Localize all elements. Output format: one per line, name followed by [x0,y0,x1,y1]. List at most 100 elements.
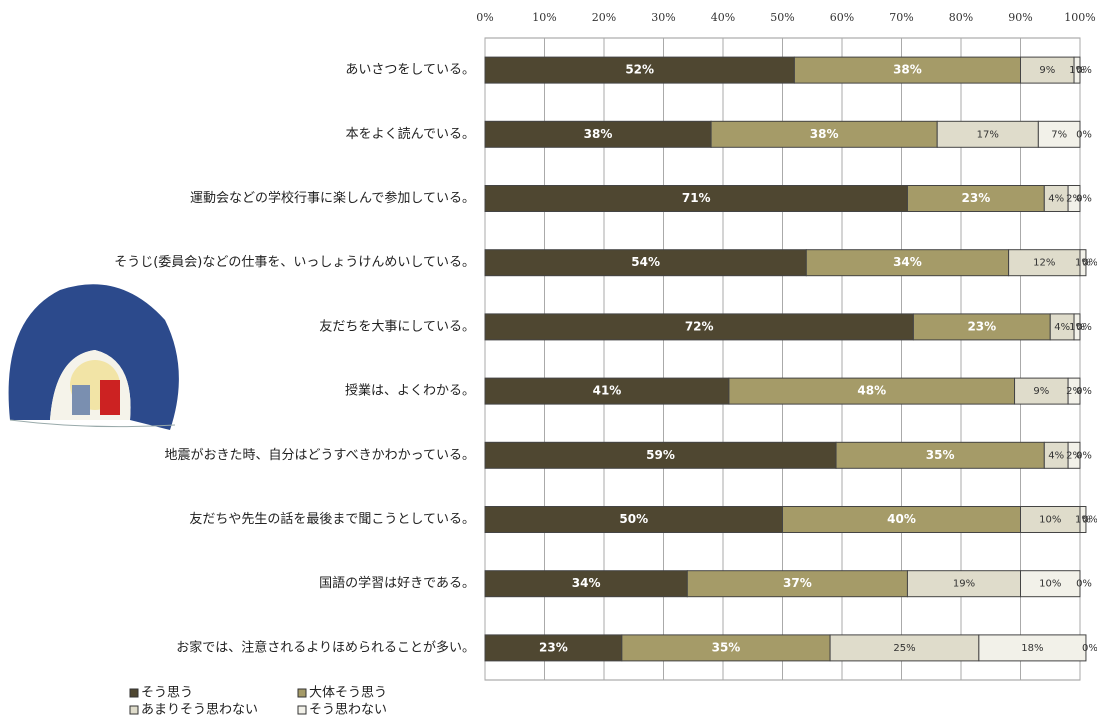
x-tick-label: 0% [476,11,493,24]
y-tick-label: 本をよく読んでいる。 [346,126,475,142]
x-tick-label: 30% [651,11,675,24]
legend-swatch [297,705,307,715]
y-tick-label: あいさつをしている。 [345,63,475,78]
data-label: 34% [893,255,922,269]
data-label: 40% [887,512,916,526]
x-tick-label: 90% [1008,11,1032,24]
data-label: 7% [1051,129,1067,140]
legend-label: そう思う [141,686,193,701]
data-label: 4% [1054,322,1070,333]
data-label: 12% [1033,258,1055,269]
data-label: 9% [1033,386,1049,397]
x-tick-label: 80% [949,11,973,24]
bar-segment [1008,249,1081,277]
data-label: 59% [646,448,675,462]
y-tick-label: 地震がおきた時、自分はどうすべきかわかっている。 [165,448,475,463]
x-tick-label: 50% [770,11,794,24]
illustration [8,284,179,430]
data-label: 38% [584,127,613,141]
bar-segment [1079,249,1087,277]
data-label: 0% [1076,194,1092,205]
data-label: 0% [1076,579,1092,590]
data-label: 1% [1069,65,1085,76]
data-label: 38% [893,63,922,77]
bar-segment [1073,313,1081,341]
data-label: 71% [682,191,711,205]
data-label: 10% [1039,515,1061,526]
x-tick-label: 10% [532,11,556,24]
data-label: 52% [625,63,654,77]
bar-segment [1020,570,1081,598]
bar-segment [484,185,908,212]
bar-segment [829,634,980,662]
legend-swatch [297,688,307,698]
data-label: 4% [1048,194,1064,205]
bar-segment [793,56,1022,84]
bar-segment [805,249,1010,277]
legend-label: そう思わない [309,703,387,718]
data-label: 0% [1082,258,1097,269]
bar-segment [1014,377,1069,405]
bar-segment [686,570,908,598]
bar-segment [912,313,1051,341]
data-label: 9% [1039,65,1055,76]
data-label: 18% [1021,643,1043,654]
x-tick-label: 70% [889,11,913,24]
y-tick-label: 友だちを大事にしている。 [319,318,475,334]
data-label: 38% [810,127,839,141]
data-label: 17% [977,129,999,140]
bar-segment [1073,56,1081,84]
data-label: 1% [1075,515,1091,526]
bar-segment [484,634,623,662]
bar-segment [1067,185,1081,212]
legend-label: 大体そう思う [309,686,387,701]
legend-label: あまりそう思わない [141,703,258,718]
y-tick-label: 友だちや先生の話を最後まで聞こうとしている。 [189,511,475,527]
data-label: 0% [1076,65,1092,76]
x-tick-label: 100% [1064,11,1095,24]
data-label: 0% [1076,129,1092,140]
data-label: 23% [962,191,991,205]
data-label: 0% [1082,515,1097,526]
ground [9,419,176,428]
data-label: 2% [1066,450,1082,461]
data-label: 35% [926,448,955,462]
data-label: 2% [1066,194,1082,205]
data-label: 19% [953,579,975,590]
bar-segment [484,313,914,341]
data-label: 48% [857,384,886,398]
data-label: 23% [539,640,568,654]
figure [100,380,120,415]
data-label: 10% [1039,579,1061,590]
bar-segment [484,249,807,277]
x-tick-label: 40% [711,11,735,24]
bar-segment [1067,377,1081,405]
bar-segment [978,634,1087,662]
data-label: 0% [1076,322,1092,333]
tunnel [8,284,179,430]
figure [72,385,90,415]
bar-segment [484,506,783,533]
data-label: 4% [1048,450,1064,461]
data-label: 35% [712,640,741,654]
x-tick-label: 60% [830,11,854,24]
data-label: 0% [1076,450,1092,461]
data-label: 54% [631,255,660,269]
data-label: 1% [1075,258,1091,269]
bar-segment [484,441,837,469]
bar-segment [1037,120,1081,148]
data-label: 72% [685,319,714,333]
data-label: 41% [593,384,622,398]
data-label: 2% [1066,386,1082,397]
data-label: 0% [1082,643,1097,654]
legend-swatch [129,705,139,715]
bar-segment [1067,441,1081,469]
bar-segment [936,120,1039,148]
data-label: 37% [783,576,812,590]
bar-segment [484,377,730,405]
y-tick-label: 授業は、よくわかる。 [345,383,475,399]
data-label: 1% [1069,322,1085,333]
data-label: 0% [1076,386,1092,397]
y-tick-label: 運動会などの学校行事に楽しんで参加している。 [190,190,475,206]
